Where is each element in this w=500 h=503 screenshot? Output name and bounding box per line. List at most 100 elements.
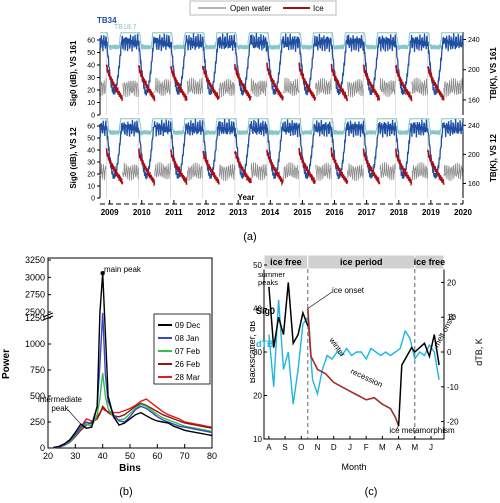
legend-label: 28 Mar [175,373,200,382]
left-tick-label: 50 [253,261,262,270]
sig0-ice-line [394,64,413,102]
right-tick-label: 200 [468,152,480,159]
left-tick-label: 40 [253,305,262,314]
x-tick-label: N [315,443,321,452]
subplot-a2: 0 10 20 30 40 50 60 160 200 240 Sig0 (dB), VS 12 TB… [69,117,498,203]
right-tick-label: 10 [447,313,456,322]
main-peak-leader [101,271,103,274]
x-tick-label: S [282,443,287,452]
legend-b: 09 Dec 08 Jan 07 Feb 26 Feb 28 Mar [153,313,211,385]
sig0-ice-line [394,147,413,187]
sig0-open-water-line [99,161,464,182]
sig0-ice-line [234,64,252,102]
dtb-line [268,299,440,405]
period-band-label: ice free [270,257,302,267]
sig0-ice-line [298,62,316,101]
x-tick-label: J [429,443,433,452]
x-tick-label: 2015 [293,208,311,217]
left-axis-label: Sig0 (dB), VS 161 [69,40,78,106]
left-tick-label: 50 [87,50,95,57]
sig0-ice-line [426,66,445,101]
tb34-line [99,32,464,97]
legend-a: Open water Ice [189,0,337,16]
left-tick-label: 10 [87,184,95,191]
y-tick-label: 250 [30,417,45,427]
annotation-ice-metamorphism: ice metamorphism [389,426,455,435]
right-tick-label: 0 [447,348,452,357]
sig0-ice-line [298,148,316,185]
right-tick-label: 240 [468,123,480,130]
x-tick-label: 2018 [390,208,408,217]
x-tick-label: 40 [98,451,108,461]
left-tick-label: 50 [87,136,95,143]
annotation-ice-onset: ice onset [332,286,365,295]
x-axis-a: 2009 2010 2011 2012 2013 2014 2015 2016 2017 2018… [100,193,472,217]
subplot-a1: 0 10 20 30 40 50 60 160 200 240 Sig0 (dB), VS 161 T… [69,32,498,120]
left-tick-label: 0 [91,196,95,203]
sig0-ice-line [362,148,381,185]
left-tick-label: 30 [253,348,262,357]
x-tick-label: O [298,443,304,452]
legend-label: 26 Feb [175,360,200,369]
x-axis-title: Year [238,193,255,202]
series-label-tb34: TB34 [97,16,117,25]
left-tick-label: 60 [87,38,95,45]
legend-label: 08 Jan [175,334,199,343]
x-tick-label: A [396,443,402,452]
series-line-08-jan [53,312,213,449]
tb187-line [100,117,463,137]
y-tick-label: 3250 [25,255,45,265]
series-line-09-dec [53,273,213,449]
x-tick-label: D [331,443,337,452]
y-tick-label: 500 [30,391,45,401]
sig0-ice-line [234,150,252,184]
legend-box [189,0,337,16]
left-tick-label: 20 [87,88,95,95]
sig0-ice-free-line-1 [268,282,309,348]
x-tick-label: 2019 [422,208,440,217]
sig0-open-water-line [99,77,464,98]
sig0-ice-free-line-2 [397,334,440,426]
sig0-ice-line [426,149,445,185]
x-tick-label: 20 [43,451,53,461]
right-tick-label: 240 [468,37,480,44]
right-tick-label: -20 [447,418,459,427]
x-tick-label: F [364,443,369,452]
annotation-melt-onset: melt onset [432,311,458,348]
x-tick-label: 2011 [165,208,183,217]
axes-c: ice free ice period ice free 10 20 30 40 50 -20 -… [250,254,484,472]
right-axis-label: TB(K), VS 12 [489,133,498,182]
y-tick-label: 2500 [25,307,45,317]
tb34-line [99,118,464,181]
annotation-recession: recession [349,367,384,390]
x-axis-title: Month [341,462,366,472]
y-tick-label: 2750 [25,290,45,300]
period-band [414,254,445,270]
sig0-ice-line [362,64,381,102]
right-axis-label: TB(K), VS 161 [489,47,498,100]
series-label-dtb: dTB [256,339,274,349]
left-tick-label: 40 [87,63,95,70]
axis-break-mark [42,315,54,321]
y-tick-label: 3000 [25,272,45,282]
y-tick-label: 750 [30,365,45,375]
y-axis-title: Power [1,349,12,379]
y-tick-label: 0 [40,443,45,453]
plot-frame [263,254,445,440]
panel-label-c: (c) [365,486,378,498]
sig0-ice-line [202,65,220,100]
x-tick-label: 80 [207,451,217,461]
series-line-07-feb [53,373,213,449]
left-tick-label: 20 [87,172,95,179]
x-tick-label: 2017 [358,208,376,217]
sig0-ice-line [169,148,188,185]
right-tick-label: 160 [468,181,480,188]
sig0-ice-line [330,147,349,185]
sig0-ice-line [137,65,156,102]
left-tick-label: 60 [87,124,95,131]
legend-label: 07 Feb [175,347,200,356]
panel-label-a: (a) [243,231,256,243]
